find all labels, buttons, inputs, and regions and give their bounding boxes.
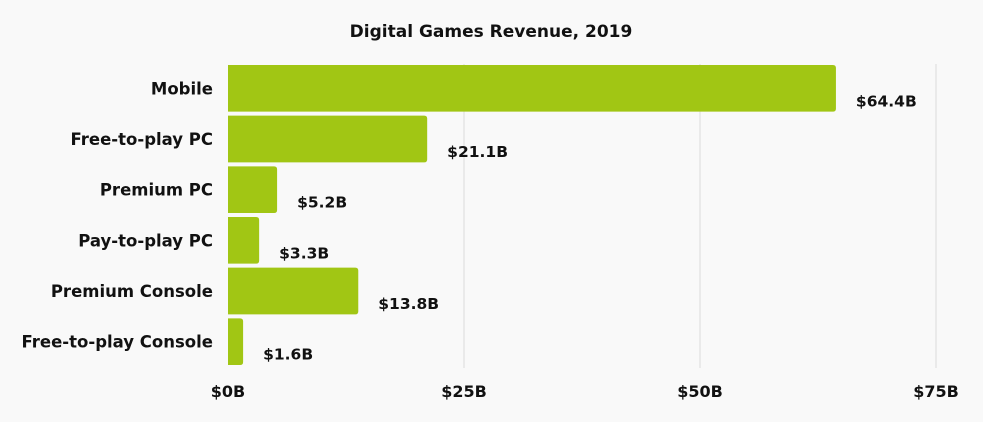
x-tick-label: $25B [441, 382, 487, 401]
x-tick-label: $75B [913, 382, 959, 401]
bar [228, 217, 260, 264]
x-tick-label: $0B [211, 382, 245, 401]
value-label: $5.2B [297, 194, 347, 212]
bar [228, 115, 428, 163]
chart-title: Digital Games Revenue, 2019 [350, 22, 633, 42]
bar [228, 65, 836, 112]
x-axis-ticks: $0B $25B $50B $75B [211, 382, 959, 401]
bars [228, 65, 836, 365]
value-label: $64.4B [856, 92, 917, 110]
value-label: $21.1B [447, 143, 508, 161]
x-tick-label: $50B [677, 382, 723, 401]
gridlines [463, 64, 937, 368]
bar [228, 318, 244, 365]
category-label: Premium PC [100, 181, 213, 200]
bar [228, 166, 278, 213]
category-labels: Mobile Free-to-play PC Premium PC Pay-to-pl… [22, 79, 213, 351]
category-label: Premium Console [51, 282, 213, 301]
category-label: Free-to-play PC [71, 130, 213, 149]
value-labels: $64.4B $21.1B $5.2B $3.3B $13.8B $1.6B [263, 92, 917, 363]
value-label: $1.6B [263, 346, 313, 364]
category-label: Pay-to-play PC [78, 231, 213, 250]
value-label: $3.3B [279, 244, 329, 262]
category-label: Free-to-play Console [22, 333, 213, 352]
value-label: $13.8B [378, 295, 439, 313]
category-label: Mobile [151, 79, 213, 98]
bar [228, 267, 359, 315]
